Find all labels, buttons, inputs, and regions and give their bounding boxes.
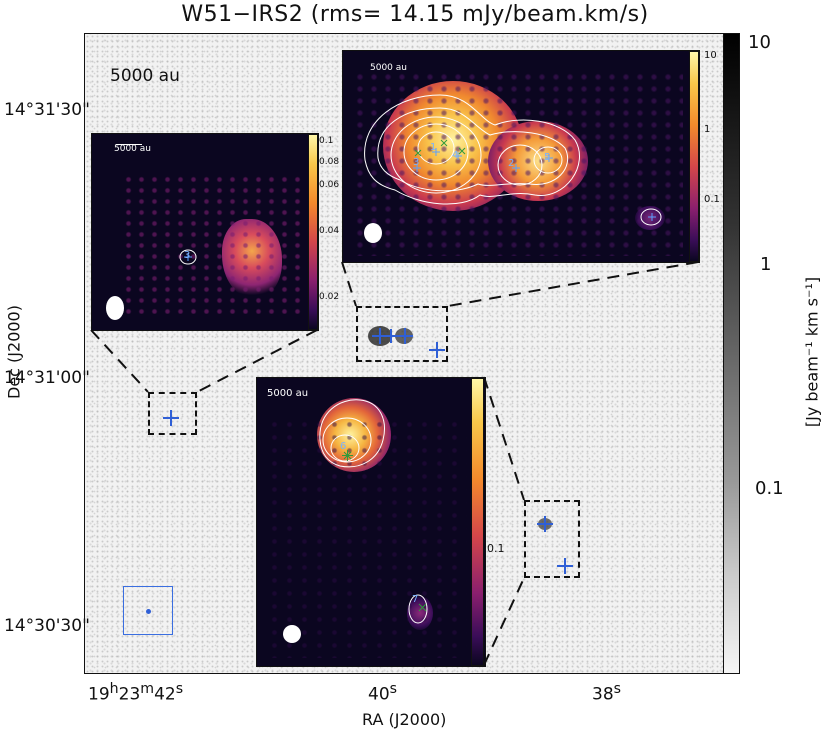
inset-colorbar <box>689 51 699 262</box>
figure-title: W51−IRS2 (rms= 14.15 mJy/beam.km/s) <box>181 2 649 27</box>
x-tick-label: 19h23m42s <box>88 681 184 705</box>
inset-colorbar-tick: 0.1 <box>704 194 720 205</box>
y-tick-label: 14°30'30" <box>4 616 90 636</box>
noise-pixels <box>267 418 467 658</box>
inset-colorbar-tick: 10 <box>704 50 717 61</box>
colorbar-tick-label: 0.1 <box>755 478 784 499</box>
inset-colorbar-tick: 0.06 <box>319 180 340 190</box>
beam-ellipse <box>106 296 124 320</box>
beam-ellipse <box>283 625 301 643</box>
inset-colorbar-tick: 0.1 <box>487 542 505 555</box>
colorbar-tick-label: 10 <box>748 32 771 53</box>
noise-pixels <box>122 174 302 314</box>
x-tick-label: 38s <box>592 681 622 705</box>
beam-ellipse <box>364 223 382 243</box>
top-zoom-box <box>356 306 448 362</box>
left-zoom-box <box>148 392 197 435</box>
left-inset-panel: 5000 au <box>91 133 319 331</box>
y-tick-label: 14°31'30" <box>4 100 90 120</box>
scale-bar <box>116 144 142 145</box>
colorbar-title: [Jy beam⁻¹ km s⁻¹] <box>802 276 822 428</box>
inset-colorbar-tick: 0.1 <box>319 136 334 146</box>
bottom-inset-panel: 5000 au <box>256 377 486 667</box>
main-colorbar <box>723 33 740 674</box>
x-tick-label: 40s <box>368 681 398 705</box>
inset-scale-label: 5000 au <box>114 144 151 154</box>
inset-colorbar-tick: 0.04 <box>319 226 340 236</box>
inset-colorbar-tick: 0.02 <box>319 292 340 302</box>
bottom-zoom-box <box>524 500 580 578</box>
inset-colorbar <box>471 378 484 666</box>
x-axis-label: RA (J2000) <box>362 710 447 729</box>
y-tick-label: 14°31'00" <box>4 368 90 388</box>
inset-colorbar <box>308 134 318 330</box>
noise-pixels <box>353 71 683 256</box>
inset-scale-label: 5000 au <box>370 63 407 73</box>
beam-ellipse <box>146 609 151 614</box>
top-inset-panel: 5000 au <box>342 50 700 263</box>
inset-colorbar-tick: 0.08 <box>319 157 340 167</box>
inset-colorbar-tick: 1 <box>704 124 711 135</box>
colorbar-tick-label: 1 <box>760 254 772 275</box>
beam-box <box>123 586 173 635</box>
main-scale-label: 5000 au <box>110 66 180 86</box>
inset-scale-label: 5000 au <box>267 388 309 399</box>
